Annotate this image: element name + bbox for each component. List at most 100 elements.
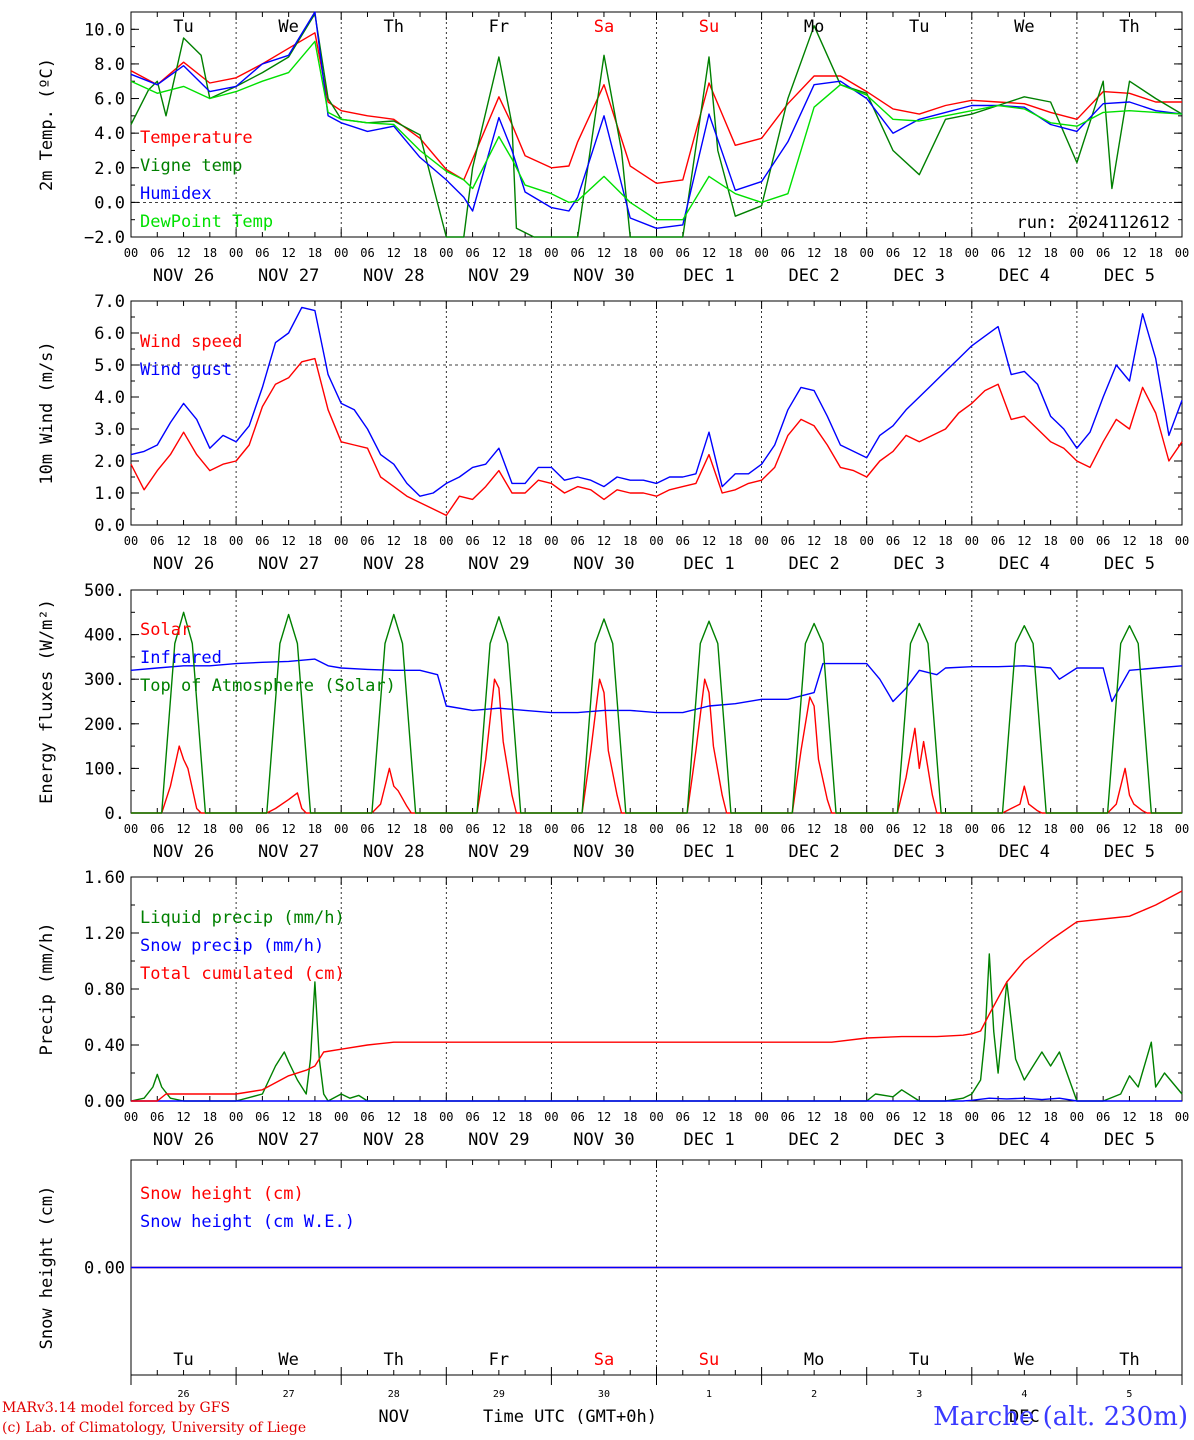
legend-entry: Solar xyxy=(140,620,191,640)
hour-label: 00 xyxy=(965,822,979,836)
date-label: DEC 1 xyxy=(683,266,734,286)
hour-label: 18 xyxy=(1043,822,1057,836)
day-number: 3 xyxy=(916,1389,922,1400)
date-label: DEC 4 xyxy=(999,554,1050,574)
hour-label: 18 xyxy=(308,822,322,836)
hour-label: 18 xyxy=(623,534,637,548)
hour-label: 06 xyxy=(886,246,900,260)
hour-label: 18 xyxy=(938,534,952,548)
hour-label: 18 xyxy=(518,1110,532,1124)
hour-label: 00 xyxy=(965,246,979,260)
hour-label: 18 xyxy=(203,822,217,836)
series-line xyxy=(130,658,1183,714)
legend-entry: Snow height (cm) xyxy=(140,1184,304,1204)
weekday-label: Mo xyxy=(804,1350,824,1370)
hour-label: 06 xyxy=(1096,1110,1110,1124)
day-number: 5 xyxy=(1126,1389,1132,1400)
series-line xyxy=(130,953,1183,1102)
date-label: DEC 4 xyxy=(999,266,1050,286)
hour-label: 00 xyxy=(229,822,243,836)
hour-label: 18 xyxy=(413,534,427,548)
legend-entry: Vigne temp xyxy=(140,156,242,176)
date-label: NOV 30 xyxy=(573,554,634,574)
hour-label: 12 xyxy=(387,246,401,260)
hour-label: 18 xyxy=(728,534,742,548)
hour-label: 00 xyxy=(544,534,558,548)
hour-label: 06 xyxy=(676,246,690,260)
weekday-label: Sa xyxy=(594,1350,614,1370)
hour-label: 18 xyxy=(203,534,217,548)
hour-label: 12 xyxy=(1017,1110,1031,1124)
hour-label: 18 xyxy=(1148,246,1162,260)
hour-label: 18 xyxy=(308,246,322,260)
hour-label: 12 xyxy=(597,246,611,260)
hour-label: 12 xyxy=(387,1110,401,1124)
hour-label: 00 xyxy=(439,246,453,260)
date-label: DEC 1 xyxy=(683,842,734,862)
date-label: DEC 5 xyxy=(1104,1130,1155,1150)
hour-label: 12 xyxy=(387,822,401,836)
weekday-label: Tu xyxy=(173,17,193,37)
hour-label: 18 xyxy=(1043,534,1057,548)
hour-label: 12 xyxy=(492,246,506,260)
hour-label: 12 xyxy=(1017,246,1031,260)
date-label: NOV 27 xyxy=(258,1130,319,1150)
hour-label: 06 xyxy=(886,534,900,548)
weekday-label: Tu xyxy=(173,1350,193,1370)
y-tick-label: 200. xyxy=(84,715,125,735)
y-tick-label: 300. xyxy=(84,670,125,690)
hour-label: 06 xyxy=(465,822,479,836)
date-label: DEC 1 xyxy=(683,554,734,574)
hour-label: 12 xyxy=(1122,534,1136,548)
date-label: NOV 30 xyxy=(573,842,634,862)
hour-label: 12 xyxy=(492,1110,506,1124)
legend-entry: Infrared xyxy=(140,648,222,668)
hour-label: 18 xyxy=(308,1110,322,1124)
weekday-label: We xyxy=(1014,17,1034,37)
legend-entry: Snow precip (mm/h) xyxy=(140,936,324,956)
y-tick-label: 2.0 xyxy=(94,159,125,179)
hour-label: 06 xyxy=(1096,246,1110,260)
y-tick-label: 4.0 xyxy=(94,124,125,144)
date-label: DEC 4 xyxy=(999,1130,1050,1150)
hour-label: 18 xyxy=(623,1110,637,1124)
hour-label: 12 xyxy=(807,246,821,260)
hour-label: 06 xyxy=(150,1110,164,1124)
series-line xyxy=(130,306,1183,497)
hour-label: 00 xyxy=(754,822,768,836)
y-tick-label: 2.0 xyxy=(94,452,125,472)
hour-label: 06 xyxy=(570,822,584,836)
y-tick-label: 500. xyxy=(84,581,125,601)
y-tick-label: 100. xyxy=(84,759,125,779)
hour-label: 12 xyxy=(1122,822,1136,836)
y-tick-label: 4.0 xyxy=(94,388,125,408)
hour-label: 12 xyxy=(702,1110,716,1124)
day-number: 28 xyxy=(388,1389,400,1400)
date-label: DEC 1 xyxy=(683,1130,734,1150)
hour-label: 00 xyxy=(965,534,979,548)
hour-label: 18 xyxy=(413,246,427,260)
series-line xyxy=(130,357,1183,517)
date-label: NOV 29 xyxy=(468,554,529,574)
hour-label: 00 xyxy=(965,1110,979,1124)
hour-label: 00 xyxy=(544,1110,558,1124)
run-label: run: 2024112612 xyxy=(1016,213,1170,233)
hour-label: 00 xyxy=(859,822,873,836)
hour-label: 06 xyxy=(1096,822,1110,836)
series-line xyxy=(130,11,1183,230)
hour-label: 06 xyxy=(465,246,479,260)
hour-label: 12 xyxy=(597,534,611,548)
hour-label: 18 xyxy=(728,1110,742,1124)
legend-entry: Humidex xyxy=(140,184,212,204)
hour-label: 06 xyxy=(255,534,269,548)
x-axis-title: Time UTC (GMT+0h) xyxy=(483,1407,657,1427)
hour-label: 12 xyxy=(702,534,716,548)
date-label: DEC 3 xyxy=(894,1130,945,1150)
date-label: NOV 28 xyxy=(363,554,424,574)
day-number: 30 xyxy=(598,1389,610,1400)
hour-label: 06 xyxy=(150,822,164,836)
date-label: DEC 2 xyxy=(789,1130,840,1150)
hour-label: 06 xyxy=(676,1110,690,1124)
panel-5: 0.00 Snow height (cm) Snow height (cm) Snow… xyxy=(37,1159,1183,1376)
hour-label: 00 xyxy=(124,534,138,548)
